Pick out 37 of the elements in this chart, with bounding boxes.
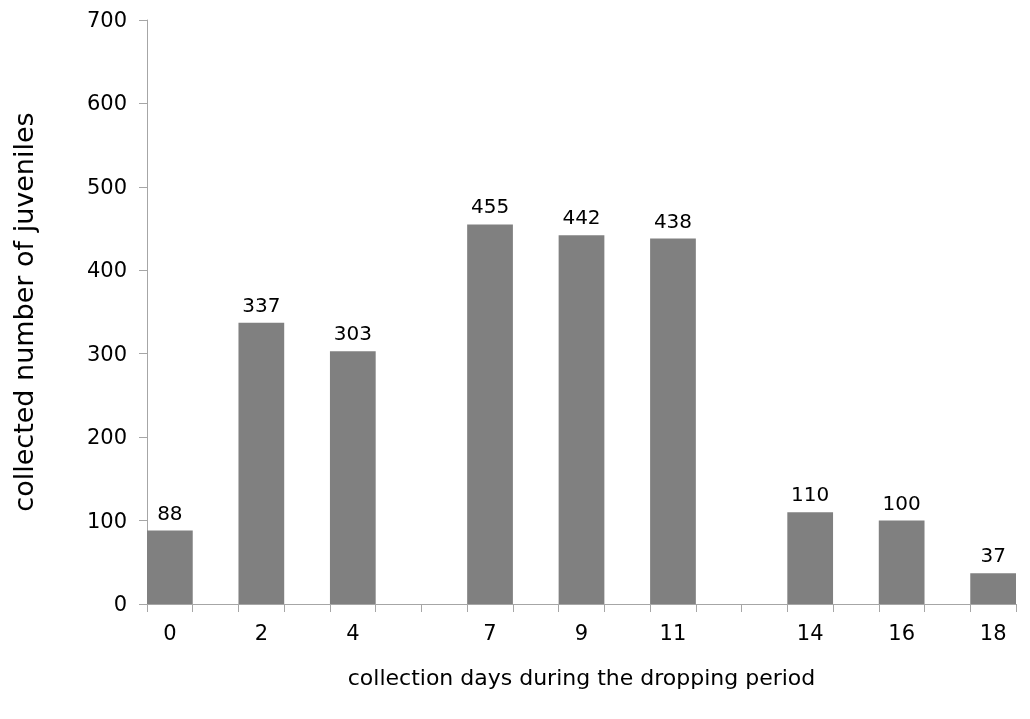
y-tick-label: 100 <box>86 508 127 533</box>
bar <box>238 322 285 604</box>
x-tick-label: 11 <box>659 620 687 645</box>
data-label: 100 <box>882 490 921 515</box>
data-label: 37 <box>980 543 1006 568</box>
y-tick-label: 300 <box>86 341 127 366</box>
y-tick-label: 600 <box>86 91 127 116</box>
data-label: 442 <box>562 205 601 230</box>
data-label: 455 <box>470 194 510 219</box>
data-label: 438 <box>653 208 693 233</box>
data-label: 88 <box>157 500 183 525</box>
data-label: 303 <box>333 321 372 346</box>
bar <box>878 520 925 604</box>
x-axis-title: collection days during the dropping period <box>347 664 816 690</box>
x-tick-label: 16 <box>888 620 916 645</box>
y-tick-label: 700 <box>86 8 127 32</box>
x-tick-label: 0 <box>163 620 177 645</box>
y-tick-label: 400 <box>86 258 127 283</box>
x-tick-label: 4 <box>346 620 360 645</box>
x-tick-label: 9 <box>574 620 589 645</box>
y-axis-title: collected number of juveniles <box>8 112 39 512</box>
x-tick-label: 2 <box>254 620 269 645</box>
data-label: 337 <box>242 292 281 317</box>
bar <box>650 238 696 604</box>
y-tick-label: 200 <box>86 425 127 450</box>
y-tick-label: 500 <box>86 174 127 199</box>
bar <box>147 530 193 604</box>
x-tick-label: 18 <box>979 620 1007 645</box>
bar <box>329 351 376 604</box>
bar <box>970 573 1016 604</box>
y-tick-label: 0 <box>113 592 127 616</box>
bar <box>787 512 834 604</box>
data-label: 110 <box>791 482 830 507</box>
bar <box>558 235 605 604</box>
x-tick-label: 14 <box>796 620 824 645</box>
bar <box>467 224 513 604</box>
x-tick-label: 7 <box>483 620 497 645</box>
